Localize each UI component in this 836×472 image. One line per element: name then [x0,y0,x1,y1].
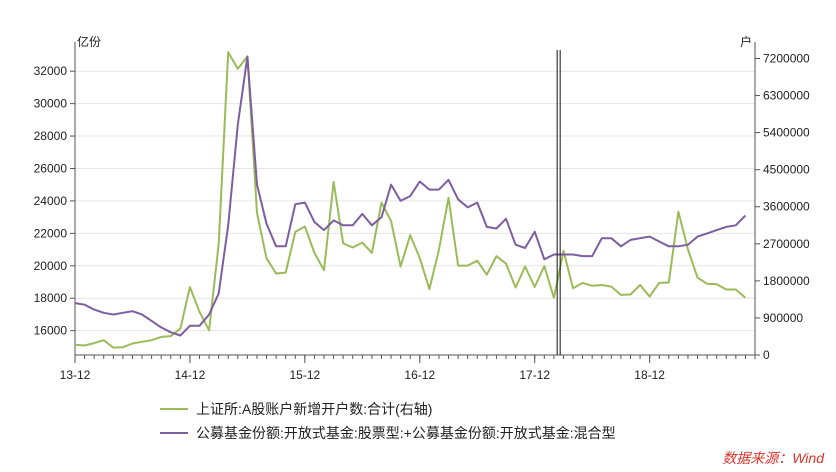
legend-item-green: 上证所:A股账户新增开户数:合计(右轴) [160,397,616,421]
vertical-marker [556,50,561,355]
series-line-accounts [74,51,747,349]
left-tick-label: 18000 [34,291,68,305]
left-tick-label: 26000 [34,161,68,175]
legend-item-purple: 公募基金份额:开放式基金:股票型:+公募基金份额:开放式基金:混合型 [160,421,616,445]
data-source: 数据来源：Wind [722,450,824,466]
right-tick-label: 0 [763,348,770,362]
x-axis-ticks: 13-12 14-12 15-12 16-12 17-12 18-12 [60,355,665,382]
right-tick-label: 4500000 [763,163,810,177]
left-tick-label: 32000 [34,64,68,78]
right-tick-label: 2700000 [763,237,810,251]
left-tick-label: 22000 [34,226,68,240]
left-tick-label: 30000 [34,97,68,111]
x-tick-label: 18-12 [634,368,665,382]
legend-label-green: 上证所:A股账户新增开户数:合计(右轴) [196,401,433,417]
right-axis-unit: 户 [740,34,752,49]
left-tick-label: 28000 [34,129,68,143]
left-axis-unit: 亿份 [77,34,101,49]
legend-swatch-green [160,408,188,410]
right-tick-label: 7200000 [763,51,810,65]
x-tick-label: 15-12 [290,368,321,382]
x-tick-label: 14-12 [175,368,206,382]
x-tick-label: 17-12 [519,368,550,382]
right-tick-label: 6300000 [763,89,810,103]
left-axis-ticks: 16000 18000 20000 22000 24000 26000 28000 30000… [34,64,75,338]
legend: 上证所:A股账户新增开户数:合计(右轴) 公募基金份额:开放式基金:股票型:+公… [160,397,616,445]
line-chart: 16000 18000 20000 22000 24000 26000 28000 30000… [34,34,810,382]
left-tick-label: 20000 [34,259,68,273]
left-tick-label: 24000 [34,194,68,208]
right-tick-label: 1800000 [763,274,810,288]
series-lines [74,51,747,349]
left-tick-label: 16000 [34,324,68,338]
right-axis-ticks: 0 900000 1800000 2700000 3600000 4500000 54000… [755,51,810,362]
x-tick-label: 13-12 [60,368,91,382]
x-tick-label: 16-12 [404,368,435,382]
right-tick-label: 900000 [763,311,803,325]
legend-label-purple: 公募基金份额:开放式基金:股票型:+公募基金份额:开放式基金:混合型 [196,425,616,441]
series-line-fund-shares [74,55,747,337]
right-tick-label: 3600000 [763,200,810,214]
right-tick-label: 5400000 [763,126,810,140]
legend-swatch-purple [160,432,188,434]
